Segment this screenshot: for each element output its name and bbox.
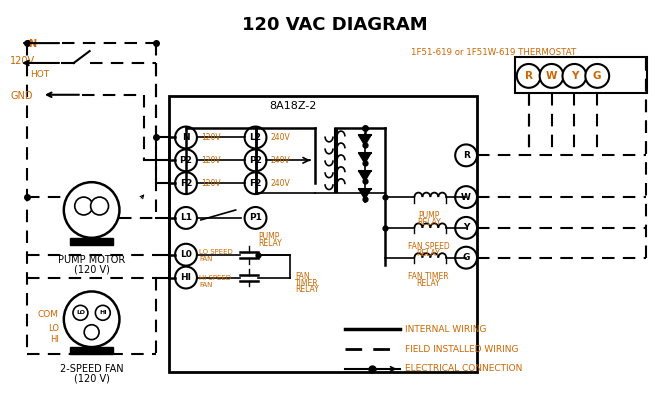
- Text: 8A18Z-2: 8A18Z-2: [269, 101, 317, 111]
- Polygon shape: [70, 238, 113, 245]
- Text: 120 VAC DIAGRAM: 120 VAC DIAGRAM: [242, 16, 428, 34]
- Text: FAN TIMER: FAN TIMER: [408, 272, 449, 281]
- Circle shape: [245, 172, 267, 194]
- Text: PUMP: PUMP: [419, 211, 440, 220]
- Text: N: N: [28, 39, 36, 49]
- Text: 240V: 240V: [271, 178, 290, 188]
- Text: 1F51-619 or 1F51W-619 THERMOSTAT: 1F51-619 or 1F51W-619 THERMOSTAT: [411, 48, 577, 57]
- Circle shape: [175, 244, 197, 266]
- Text: 120V: 120V: [10, 56, 36, 66]
- Text: FAN SPEED: FAN SPEED: [407, 242, 450, 251]
- Bar: [515, 57, 647, 93]
- Circle shape: [90, 197, 109, 215]
- Circle shape: [455, 217, 477, 239]
- Text: N: N: [182, 133, 190, 142]
- Text: RELAY: RELAY: [259, 239, 282, 248]
- Text: RELAY: RELAY: [417, 218, 442, 227]
- Text: RELAY: RELAY: [417, 279, 440, 287]
- Text: F2: F2: [249, 178, 262, 188]
- Circle shape: [175, 172, 197, 194]
- Text: R: R: [463, 151, 470, 160]
- Text: INTERNAL WIRING: INTERNAL WIRING: [405, 325, 486, 334]
- Bar: [169, 96, 477, 372]
- Text: L1: L1: [180, 213, 192, 222]
- Text: 240V: 240V: [271, 133, 290, 142]
- Text: G: G: [462, 253, 470, 262]
- Circle shape: [586, 64, 609, 88]
- Polygon shape: [359, 189, 371, 199]
- Circle shape: [64, 182, 119, 238]
- Text: L2: L2: [249, 133, 261, 142]
- Circle shape: [563, 64, 586, 88]
- Circle shape: [245, 150, 267, 171]
- Text: 120V: 120V: [201, 133, 220, 142]
- Text: P1: P1: [249, 213, 262, 222]
- Polygon shape: [70, 347, 113, 354]
- Circle shape: [64, 292, 119, 347]
- Circle shape: [175, 207, 197, 229]
- Text: RELAY: RELAY: [417, 249, 440, 258]
- Text: Y: Y: [571, 71, 578, 81]
- Text: 240V: 240V: [271, 156, 290, 165]
- Circle shape: [245, 207, 267, 229]
- Circle shape: [517, 64, 541, 88]
- Text: FAN: FAN: [295, 272, 310, 281]
- Text: COM: COM: [38, 310, 59, 319]
- Circle shape: [95, 305, 111, 320]
- Text: HI SPEED: HI SPEED: [199, 274, 231, 281]
- Text: (120 V): (120 V): [74, 265, 110, 274]
- Text: G: G: [593, 71, 602, 81]
- Circle shape: [455, 186, 477, 208]
- Text: P2: P2: [249, 156, 262, 165]
- Text: HI: HI: [50, 335, 59, 344]
- Circle shape: [245, 127, 267, 148]
- Circle shape: [455, 145, 477, 166]
- Text: L0: L0: [180, 250, 192, 259]
- Text: HI: HI: [180, 273, 192, 282]
- Circle shape: [75, 197, 92, 215]
- Text: LO: LO: [48, 324, 59, 333]
- Text: RELAY: RELAY: [295, 285, 319, 295]
- Text: R: R: [525, 71, 533, 81]
- Circle shape: [73, 305, 88, 320]
- Polygon shape: [359, 153, 371, 163]
- Text: LO: LO: [76, 310, 85, 316]
- Text: W: W: [546, 71, 557, 81]
- Text: 120V: 120V: [201, 156, 220, 165]
- Text: PUMP: PUMP: [259, 232, 280, 241]
- Text: PUMP MOTOR: PUMP MOTOR: [58, 255, 125, 265]
- Polygon shape: [359, 171, 371, 181]
- Text: HI: HI: [99, 310, 107, 316]
- Text: LO SPEED: LO SPEED: [199, 249, 232, 255]
- Circle shape: [175, 150, 197, 171]
- Text: 120V: 120V: [201, 178, 220, 188]
- Text: Y: Y: [463, 223, 469, 233]
- Text: FAN: FAN: [199, 256, 212, 262]
- Text: HOT: HOT: [30, 70, 49, 79]
- Circle shape: [539, 64, 563, 88]
- Text: F2: F2: [180, 178, 192, 188]
- Text: FAN: FAN: [199, 282, 212, 287]
- Text: W: W: [461, 193, 471, 202]
- Text: ELECTRICAL CONNECTION: ELECTRICAL CONNECTION: [405, 365, 522, 373]
- Text: TIMER: TIMER: [295, 279, 319, 287]
- Circle shape: [84, 325, 99, 340]
- Text: FIELD INSTALLED WIRING: FIELD INSTALLED WIRING: [405, 344, 518, 354]
- Text: P2: P2: [180, 156, 192, 165]
- Circle shape: [455, 247, 477, 269]
- Text: 2-SPEED FAN: 2-SPEED FAN: [60, 364, 123, 374]
- Text: GND: GND: [10, 91, 33, 101]
- Circle shape: [175, 266, 197, 288]
- Text: (120 V): (120 V): [74, 374, 110, 384]
- Polygon shape: [359, 135, 371, 145]
- Circle shape: [175, 127, 197, 148]
